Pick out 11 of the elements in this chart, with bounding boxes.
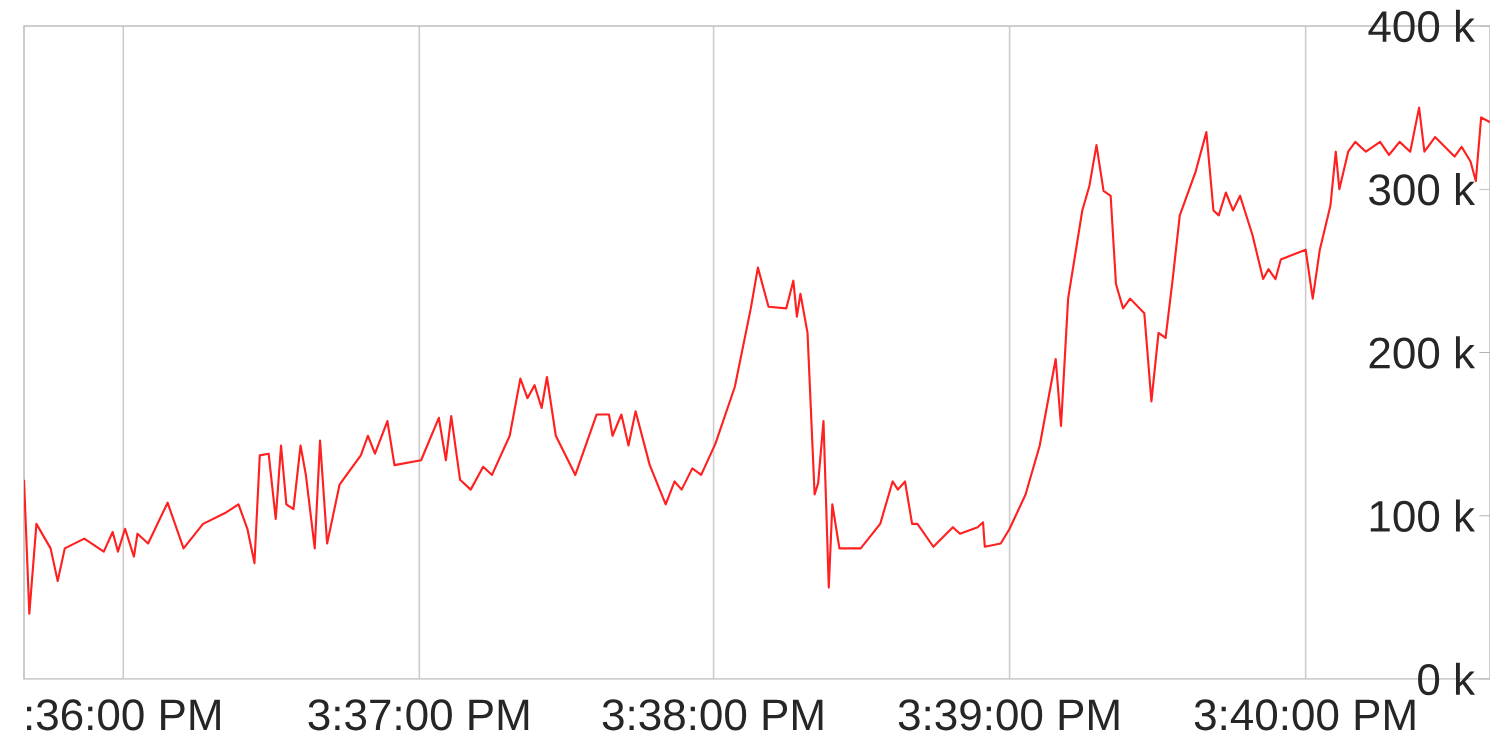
x-tick-label: :36:00 PM [27,699,220,731]
y-tick-label: 0 k [1418,662,1476,696]
y-tick-label: 200 k [1369,336,1476,369]
y-tick-label: 400 k [1368,9,1476,43]
x-tick-label: 3:38:00 PM [602,699,823,731]
line-series [24,106,1490,615]
x-tick-label: 3:39:00 PM [898,699,1119,731]
x-tick-label: 3:40:00 PM [1194,699,1415,731]
y-tick-label: 100 k [1370,499,1476,532]
x-tick-label: 3:37:00 PM [308,699,529,731]
y-tick-label: 300 k [1369,173,1476,206]
